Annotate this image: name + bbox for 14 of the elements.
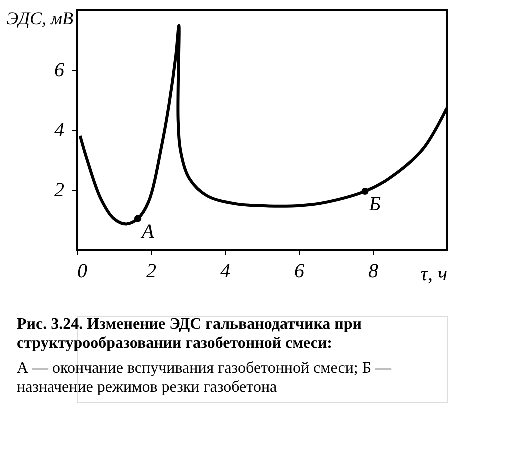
x-tick-label: 0 [78,260,88,282]
x-tick-label: 2 [146,260,156,282]
text: А — окончание вспучивания газобетонной смеси; Б — назначение режимов резки газобетона [17,360,393,396]
x-tick-label: 8 [368,260,378,282]
x-tick-label: 4 [220,260,230,282]
y-axis-title: ЭДС, мВ [6,8,74,28]
text: Рис. 3.24. Изменение ЭДС гальванодатчика при структурообразовании газобетонной смеси: [17,316,362,352]
x-axis-title: τ, ч [420,264,448,286]
y-tick-label: 4 [54,120,64,142]
x-tick-label: 6 [294,260,304,282]
y-tick-label: 2 [54,180,64,202]
y-tick-label: 6 [54,60,64,82]
annotation: А [140,220,156,243]
annotation: Б [368,194,382,216]
